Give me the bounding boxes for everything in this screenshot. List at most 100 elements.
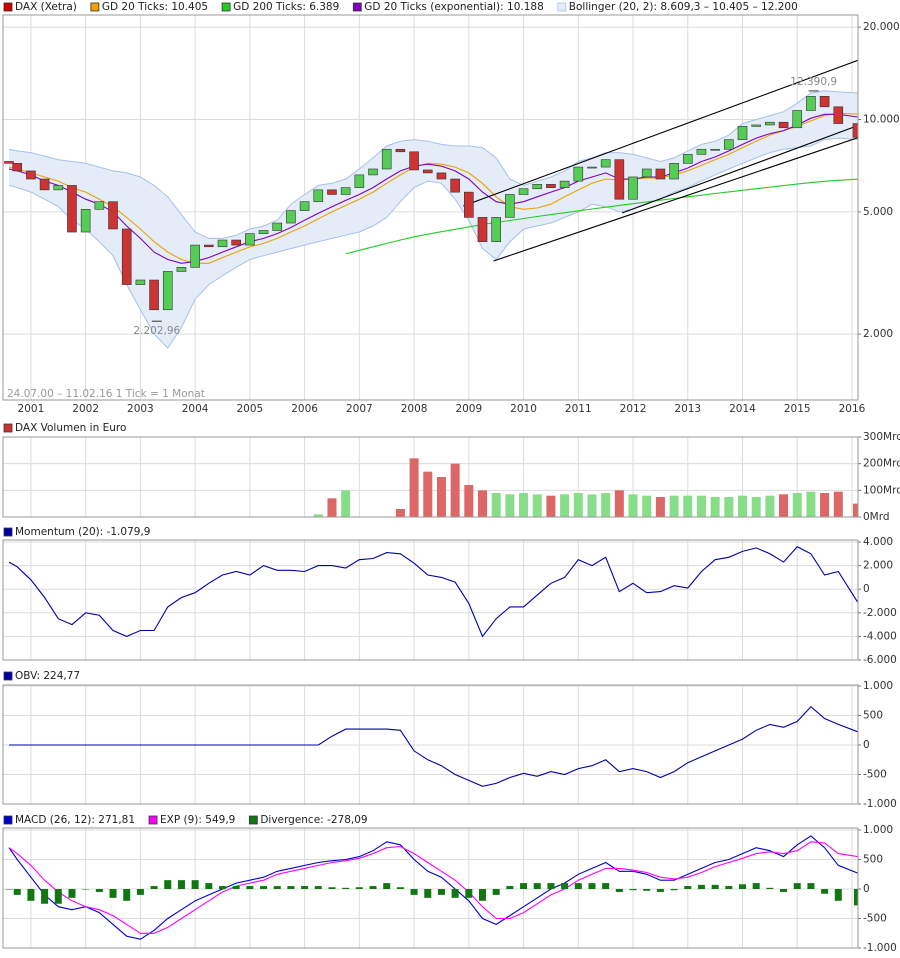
panel-frame [2,684,859,805]
bar [424,889,432,898]
bar [437,889,445,895]
x-tick-label: 2014 [729,403,756,415]
bar [409,458,419,517]
y-tick-label: 4.000 [863,536,893,548]
bar [436,477,446,517]
x-tick-label: 2015 [784,403,811,415]
candle [505,194,515,218]
y-tick-label: 2.000 [863,328,893,340]
x-tick-label: 2001 [18,403,45,415]
line-series [8,841,858,934]
y-tick-label: 500 [863,710,883,722]
candle [491,217,501,242]
bar [792,493,802,517]
legend-label: GD 20 Ticks: 10.405 [102,1,208,13]
bar [410,889,418,895]
x-tick-label: 2013 [674,403,701,415]
bar [177,880,185,890]
candle [724,139,734,150]
line-series [345,178,858,255]
candle [135,279,146,285]
candle [819,96,830,108]
legend-swatch [3,527,13,537]
y-tick-label: -2.000 [863,607,897,619]
legend-swatch [248,815,258,825]
footnote: 24.07.00 – 11.02.16 1 Tick = 1 Monat [7,388,205,400]
bar [123,889,131,901]
candle [190,244,200,268]
bar [834,889,842,901]
bar [560,494,570,517]
bar [546,495,556,517]
bar [355,887,363,890]
bar [628,494,638,517]
panel-frame [2,539,859,661]
candle [26,170,36,180]
candle [778,121,789,129]
bar [629,889,637,891]
legend-label: DAX (Xetra) [15,1,77,13]
candle [518,188,529,195]
bar [656,889,664,892]
candle [696,148,707,155]
bar [588,883,596,890]
y-tick-label: 20.000 [863,21,900,33]
candle [286,210,296,224]
y-tick-label: -1.000 [863,798,897,810]
candle [162,271,173,311]
bar [853,889,858,906]
bar [820,493,830,517]
annotation: 2.202,96 [133,325,180,337]
bar [752,883,760,890]
candle [94,201,105,210]
legend-swatch [3,671,13,681]
candle [546,184,556,188]
legend-swatch [352,2,362,12]
bar [479,889,487,901]
bar [725,886,733,890]
line-series [8,546,858,638]
trend-line [621,124,858,214]
bar [765,495,775,517]
legend-label: Divergence: -278,09 [260,814,367,826]
bar [314,886,322,890]
y-tick-label: 100Mrd [863,484,900,496]
candle [587,166,597,169]
candle [354,174,365,188]
bar [260,886,268,890]
candle [641,168,652,178]
bar [450,463,460,517]
candle [682,154,693,164]
y-tick-label: 1.000 [863,824,893,836]
bar [109,889,117,898]
candle [39,178,50,191]
bar [328,887,336,890]
line-series [9,705,858,787]
bar [246,886,254,890]
bar [395,509,405,517]
bar [383,883,391,890]
bar [601,493,611,517]
bar [852,503,858,517]
panel-frame [2,436,859,518]
bar [573,493,583,517]
legend-swatch [3,423,13,433]
bar [766,887,774,890]
bar [478,490,488,517]
bar [696,495,706,517]
y-tick-label: 0 [863,883,870,895]
candle [340,187,351,195]
x-tick-label: 2012 [620,403,647,415]
y-tick-label: 500 [863,854,883,866]
bar [287,886,295,890]
candle [108,201,118,230]
candle [12,163,23,172]
panel-frame [2,14,859,401]
candle [299,201,310,211]
candle [573,166,584,182]
bar [205,883,213,890]
candle [806,96,816,111]
candle [532,184,543,190]
candle [751,124,761,127]
bar [739,884,747,890]
